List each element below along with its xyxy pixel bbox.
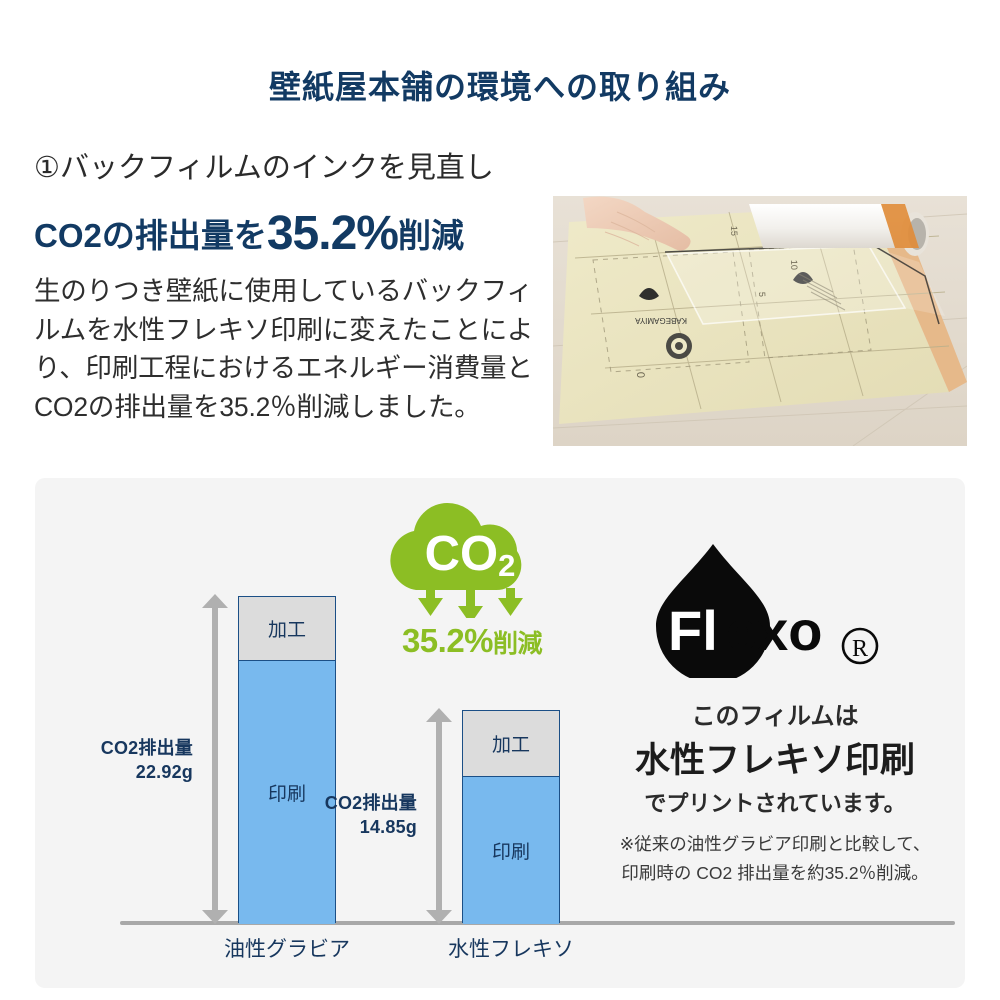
co2-reduction-number: 35.2% bbox=[401, 622, 494, 659]
flexo-footnote: ※従来の油性グラビア印刷と比較して、 印刷時の CO2 排出量を約35.2％削減… bbox=[600, 830, 950, 888]
bar-segment-label: 印刷 bbox=[491, 842, 530, 863]
bar-value-amount: 14.85g bbox=[359, 817, 417, 838]
flexo-logo-fl: Fl bbox=[668, 599, 718, 662]
arrow-shaft bbox=[436, 718, 442, 914]
product-photo: KABEGAMIYA bbox=[553, 196, 967, 446]
svg-text:R: R bbox=[852, 636, 868, 662]
bar-segment-label: 加工 bbox=[267, 620, 306, 641]
svg-text:KABEGAMIYA: KABEGAMIYA bbox=[634, 316, 687, 325]
co2-reduction-badge: CO2 35.2%削減 bbox=[372, 498, 572, 683]
flexo-footnote-line1: ※従来の油性グラビア印刷と比較して、 bbox=[619, 834, 931, 854]
bar-segment-processing-2: 加工 bbox=[463, 711, 559, 777]
bar-segment-printing-2: 印刷 bbox=[463, 777, 559, 924]
flexo-caption-line3: でプリントされています。 bbox=[644, 791, 906, 816]
arrow-head-up-icon bbox=[202, 594, 228, 608]
arrow-head-down-icon bbox=[426, 910, 452, 924]
bar-oil-gravure: 加工 印刷 bbox=[238, 596, 336, 924]
flexo-info-block: Fl exo R このフィルムは 水性フレキソ印刷 でプリントされています。 ※… bbox=[600, 500, 950, 970]
flexo-caption-line2: 水性フレキソ印刷 bbox=[634, 741, 915, 780]
co2-arrows-icon bbox=[418, 588, 523, 624]
bar-value-label-1: CO2排出量 22.92g bbox=[55, 736, 193, 785]
svg-text:10: 10 bbox=[789, 260, 799, 270]
bar-water-flexo: 加工 印刷 bbox=[462, 710, 560, 924]
measure-arrow-1 bbox=[202, 594, 228, 924]
bar-value-caption: CO2排出量 bbox=[100, 738, 193, 758]
co2-cloud-icon: CO2 bbox=[390, 502, 523, 624]
intro-body: 生のりつき壁紙に使用しているバックフィルムを水性フレキソ印刷に変えたことにより、… bbox=[34, 276, 534, 423]
bar-segment-label: 印刷 bbox=[267, 784, 306, 805]
co2-reduction-suffix: 削減 bbox=[493, 630, 543, 658]
bar-value-amount: 22.92g bbox=[135, 762, 193, 783]
svg-text:0: 0 bbox=[634, 372, 646, 379]
headline-value: 35.2% bbox=[266, 207, 399, 260]
arrow-head-down-icon bbox=[202, 910, 228, 924]
co2-reduction-value: 35.2%削減 bbox=[372, 622, 572, 660]
registered-mark-icon: R bbox=[841, 627, 879, 665]
svg-text:5: 5 bbox=[757, 292, 767, 297]
page-title: 壁紙屋本舗の環境への取り組み bbox=[268, 69, 731, 105]
flexo-logo: Fl exo R bbox=[648, 538, 918, 683]
flexo-droplet-icon: Fl exo R bbox=[656, 544, 879, 683]
arrow-head-up-icon bbox=[426, 708, 452, 722]
flexo-footnote-line2: 印刷時の CO2 排出量を約35.2％削減。 bbox=[621, 862, 929, 883]
bar-segment-printing-1: 印刷 bbox=[239, 661, 335, 924]
headline-suffix: 削減 bbox=[397, 217, 464, 254]
measure-arrow-2 bbox=[426, 708, 452, 924]
bar-segment-label: 加工 bbox=[491, 735, 530, 756]
flexo-logo-exo: exo bbox=[726, 599, 823, 662]
flexo-caption-line1: このフィルムは bbox=[691, 703, 859, 730]
intro-lead: ①バックフィルムのインクを見直し bbox=[34, 152, 494, 184]
bar-value-caption: CO2排出量 bbox=[324, 793, 417, 813]
co2-bar-chart: 加工 印刷 CO2排出量 22.92g 油性グラビア 加工 印刷 bbox=[35, 478, 955, 988]
headline-prefix: CO2の排出量を bbox=[34, 217, 267, 254]
intro-headline: CO2の排出量を35.2%削減 bbox=[34, 205, 564, 263]
bar-category-label-1: 油性グラビア bbox=[224, 938, 350, 961]
svg-text:15: 15 bbox=[729, 226, 739, 236]
photo-illustration: KABEGAMIYA bbox=[553, 196, 967, 446]
bar-category-label-2: 水性フレキソ bbox=[448, 938, 574, 961]
bar-value-label-2: CO2排出量 14.85g bbox=[279, 791, 417, 840]
bar-segment-processing-1: 加工 bbox=[239, 597, 335, 661]
arrow-shaft bbox=[212, 604, 218, 914]
